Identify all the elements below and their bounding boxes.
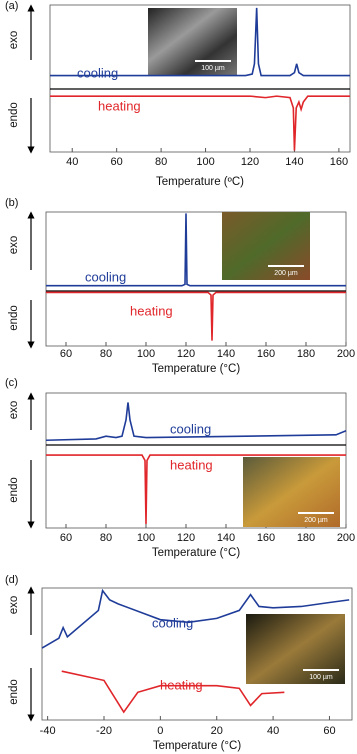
x-tick-label: 160 (330, 156, 348, 168)
endo-label: endo (8, 305, 20, 331)
x-tick-label: 180 (297, 348, 315, 360)
series-label: heating (130, 303, 173, 318)
series-label: cooling (170, 421, 211, 436)
scale-label: 200 µm (304, 517, 328, 524)
inset-image (246, 614, 345, 684)
panel-label: (b) (5, 197, 18, 209)
series-line (61, 670, 285, 714)
x-axis-label: Temperature (ºC) (156, 176, 244, 188)
x-tick-label: 0 (157, 725, 163, 737)
x-axis-label: Temperature (°C) (152, 547, 240, 559)
series-label: cooling (85, 269, 126, 284)
x-tick-label: 100 (137, 348, 155, 360)
x-tick-label: 80 (100, 348, 112, 360)
exo-label: exo (8, 401, 20, 420)
endo-label: endo (8, 477, 20, 503)
series-line (50, 95, 350, 151)
x-axis-label: Temperature (°C) (153, 740, 241, 752)
scale-label: 100 µm (201, 65, 225, 72)
x-tick-label: 40 (267, 725, 279, 737)
x-tick-label: 80 (100, 532, 112, 544)
plot-frame (49, 4, 351, 153)
panel-label: (c) (5, 377, 18, 389)
x-axis-label: Temperature (°C) (152, 363, 240, 375)
panel-label: (a) (5, 0, 18, 12)
x-tick-label: 160 (257, 532, 275, 544)
x-tick-label: 20 (211, 725, 223, 737)
endo-label: endo (8, 102, 20, 128)
scale-label: 200 µm (274, 270, 298, 277)
scale-label: 100 µm (309, 674, 333, 681)
series-label: cooling (77, 65, 118, 80)
series-line (46, 291, 346, 341)
exo-label: exo (8, 31, 20, 50)
inset-image (243, 457, 340, 527)
x-tick-label: 200 (337, 348, 355, 360)
x-tick-label: 140 (217, 348, 235, 360)
x-tick-label: 60 (60, 348, 72, 360)
plot-frame (41, 587, 353, 721)
series-label: heating (160, 677, 203, 692)
x-tick-label: -40 (40, 725, 56, 737)
x-tick-label: 120 (177, 532, 195, 544)
x-tick-label: 100 (196, 156, 214, 168)
series-line (41, 588, 350, 649)
series-line (46, 213, 346, 287)
x-tick-label: 40 (66, 156, 78, 168)
series-label: heating (170, 457, 213, 472)
x-tick-label: 120 (177, 348, 195, 360)
x-tick-label: 180 (297, 532, 315, 544)
panel-label: (d) (5, 574, 18, 586)
x-tick-label: 160 (257, 348, 275, 360)
plot-frame (45, 211, 347, 347)
series-line (46, 454, 346, 524)
series-label: heating (98, 98, 141, 113)
x-tick-label: 80 (155, 156, 167, 168)
exo-label: exo (8, 236, 20, 255)
x-tick-label: 120 (241, 156, 259, 168)
x-tick-label: 140 (217, 532, 235, 544)
inset-image (148, 8, 237, 75)
plot-frame (45, 392, 347, 529)
x-tick-label: -20 (96, 725, 112, 737)
inset-image (222, 212, 310, 280)
x-tick-label: 60 (323, 725, 335, 737)
series-label: cooling (152, 615, 193, 630)
exo-label: exo (8, 596, 20, 615)
x-tick-label: 60 (60, 532, 72, 544)
series-line (50, 7, 350, 77)
x-tick-label: 100 (137, 532, 155, 544)
x-tick-label: 140 (285, 156, 303, 168)
x-tick-label: 60 (111, 156, 123, 168)
x-tick-label: 200 (337, 532, 355, 544)
series-line (45, 402, 347, 442)
endo-label: endo (8, 679, 20, 705)
